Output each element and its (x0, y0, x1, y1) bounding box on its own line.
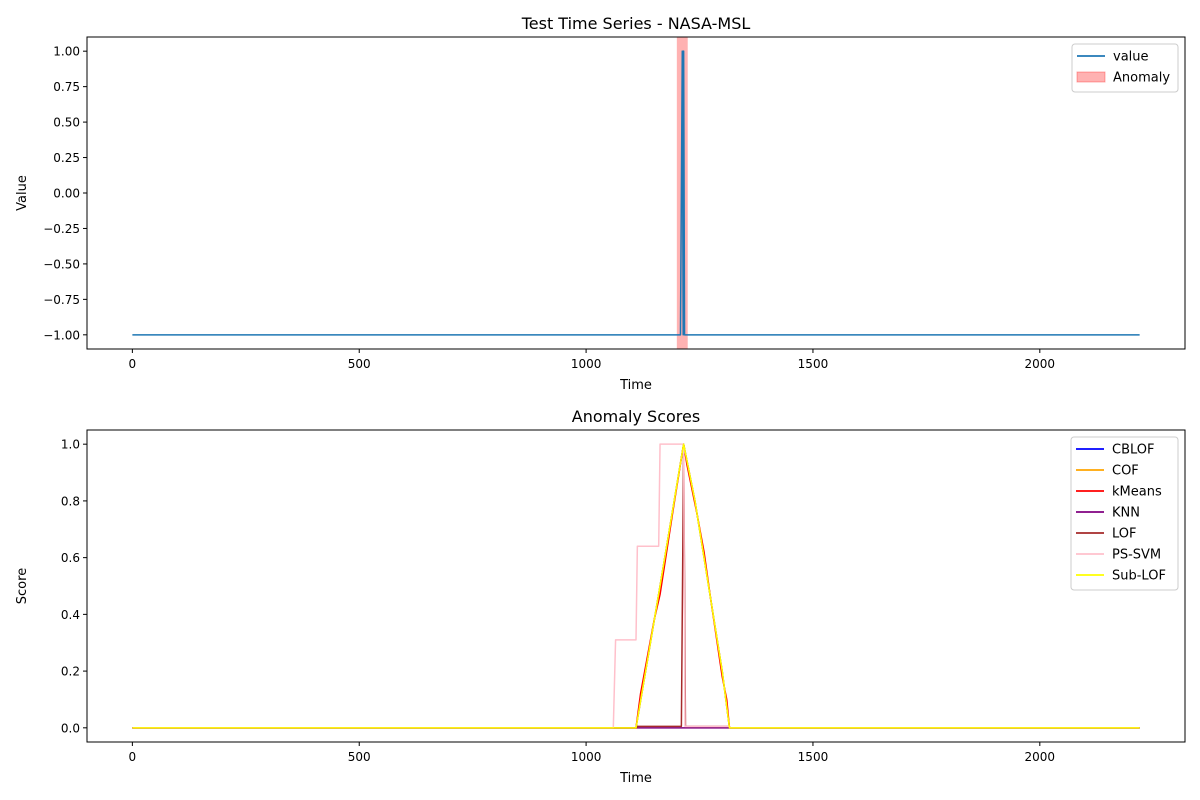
y-tick-label: −0.25 (43, 222, 80, 236)
legend-label: CBLOF (1112, 443, 1155, 458)
y-tick-label: 1.0 (61, 438, 80, 452)
x-tick-label: 500 (348, 750, 371, 764)
axes-frame (86, 429, 1186, 743)
chart-title: Test Time Series - NASA-MSL (521, 14, 751, 33)
legend-label: PS-SVM (1112, 548, 1161, 563)
x-tick-label: 2000 (1025, 750, 1056, 764)
legend-label: kMeans (1112, 485, 1162, 500)
x-axis-label: Time (619, 378, 652, 393)
axes-frame (86, 36, 1186, 350)
plot-area (132, 37, 1140, 349)
series-line-value (132, 50, 1140, 336)
legend-label: Anomaly (1113, 71, 1170, 86)
y-axis-label: Value (15, 175, 30, 211)
y-tick-label: 0.50 (53, 116, 80, 130)
y-tick-label: 0.8 (61, 494, 80, 508)
series-line-kmeans (132, 443, 1140, 729)
y-axis-label: Score (15, 568, 30, 604)
x-tick-label: 2000 (1025, 357, 1056, 371)
series-line-sub-lof (132, 443, 1140, 729)
x-tick-label: 1000 (571, 750, 602, 764)
y-tick-label: 0.6 (61, 551, 80, 565)
x-tick-label: 1000 (571, 357, 602, 371)
y-tick-label: −0.50 (43, 257, 80, 271)
legend: CBLOF COF kMeans KNN LOF PS-SVM Sub-LOF (1070, 436, 1179, 591)
legend-swatch (1076, 71, 1106, 83)
legend: value Anomaly (1071, 43, 1179, 93)
series-line-lof (132, 443, 1140, 729)
y-tick-label: −1.00 (43, 328, 80, 342)
chart-title: Anomaly Scores (572, 407, 700, 426)
y-tick-label: 1.00 (53, 45, 80, 59)
legend-label: LOF (1112, 527, 1137, 542)
x-axis-label: Time (619, 771, 652, 786)
x-tick-label: 0 (129, 750, 137, 764)
x-tick-label: 1500 (798, 357, 829, 371)
x-tick-label: 0 (129, 357, 137, 371)
x-tick-label: 500 (348, 357, 371, 371)
x-tick-label: 1500 (798, 750, 829, 764)
series-line-ps-svm (132, 443, 1140, 729)
y-tick-label: −0.75 (43, 293, 80, 307)
y-tick-label: 0.0 (61, 721, 80, 735)
y-tick-label: 0.4 (61, 608, 80, 622)
y-tick-label: 0.00 (53, 187, 80, 201)
y-tick-label: 0.2 (61, 665, 80, 679)
y-tick-label: 0.25 (53, 151, 80, 165)
y-tick-label: 0.75 (53, 80, 80, 94)
legend-label: COF (1112, 464, 1139, 479)
series-line-cof (132, 443, 1140, 729)
chart-2: 0 500 1000 1500 2000 0.0 0.2 0.4 0.6 0.8 1.0 Anomal… (15, 407, 1186, 786)
plot-area (132, 443, 1140, 729)
legend-label: value (1113, 50, 1149, 65)
legend-box (1070, 436, 1179, 591)
legend-label: Sub-LOF (1112, 569, 1166, 584)
series-line-cblof (132, 443, 1140, 729)
legend-label: KNN (1112, 506, 1140, 521)
chart-1: 0 500 1000 1500 2000 −1.00 −0.75 −0.50 −0.25 0.00… (15, 14, 1186, 393)
